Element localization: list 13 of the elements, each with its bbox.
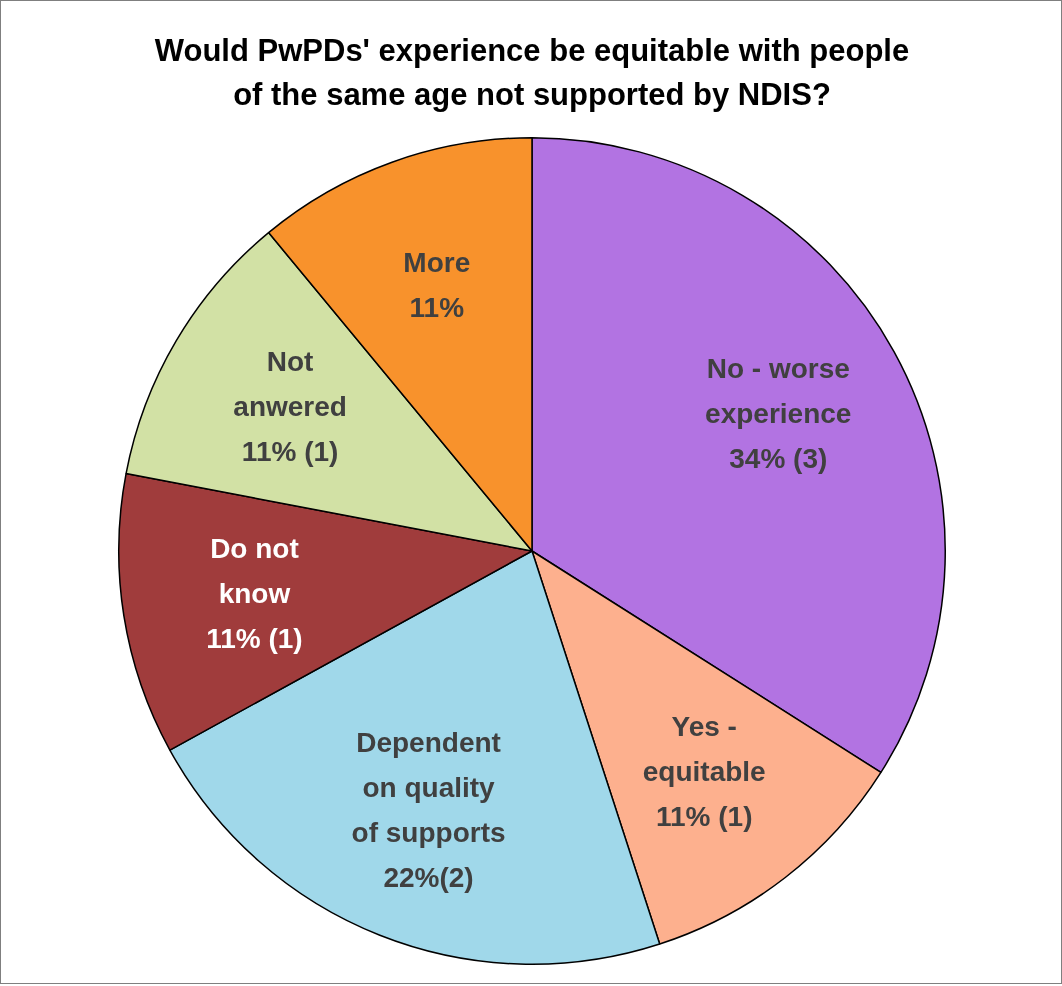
data-label: 34% (3) bbox=[729, 443, 828, 475]
data-label: 11% (1) bbox=[241, 435, 339, 467]
data-label: 11% (1) bbox=[655, 800, 753, 832]
slice-label: More bbox=[403, 246, 471, 278]
data-label: 11% bbox=[409, 291, 465, 323]
data-label: 22%(2) bbox=[383, 862, 474, 894]
slice-label: No - worse experience bbox=[705, 353, 852, 430]
slice-label: Do not know bbox=[210, 532, 299, 609]
slice-label: Dependent on quality of supports bbox=[351, 727, 506, 849]
slice-label: Not anwered bbox=[233, 345, 347, 422]
data-label: 11% (1) bbox=[206, 622, 303, 654]
slice-label: Yes - equitable bbox=[642, 710, 766, 787]
chart-title: Would PwPDs' experience be equitable with people of the same age not supported by NDIS? bbox=[153, 32, 911, 114]
